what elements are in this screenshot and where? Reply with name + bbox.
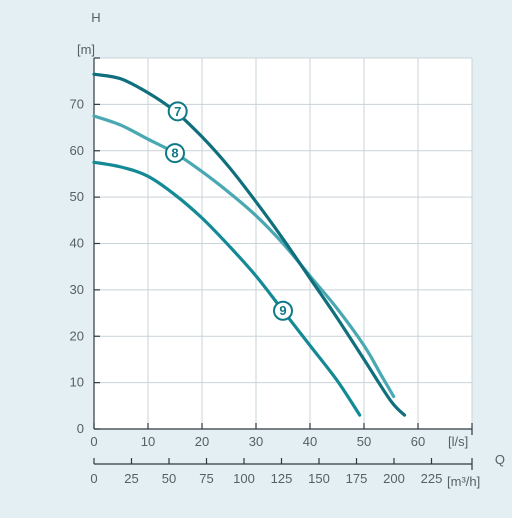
x-tick-label-ls: 30	[249, 434, 263, 449]
x-tick-label-m3h: 100	[233, 471, 255, 486]
y-tick-label: 70	[70, 96, 84, 111]
x-tick-label-ls: 40	[303, 434, 317, 449]
y-tick-label: 60	[70, 143, 84, 158]
y-tick-label: 50	[70, 189, 84, 204]
curve-label-circle	[165, 143, 185, 164]
y-tick-label: 20	[70, 328, 84, 343]
curve-label-text: 7	[174, 104, 181, 119]
x-tick-label-m3h: 0	[90, 471, 97, 486]
x-tick-label-ls: 10	[141, 434, 155, 449]
x-tick-label-ls: 20	[195, 434, 209, 449]
series-line-8	[92, 114, 396, 399]
x-axis-unit-ls: [l/s]	[448, 434, 468, 449]
y-tick-label: 10	[70, 375, 84, 390]
x-tick-label-m3h: 75	[199, 471, 213, 486]
x-tick-label-m3h: 225	[421, 471, 443, 486]
y-tick-label: 0	[77, 421, 84, 436]
axes	[93, 57, 473, 470]
x-axis-title: Q	[495, 452, 505, 467]
y-axis-unit: [m]	[77, 42, 95, 57]
curve-markers: 7 8 9	[165, 101, 293, 321]
curve-label-circle	[167, 101, 188, 122]
curve-label-9: 9	[273, 300, 293, 321]
y-tick-label: 40	[70, 236, 84, 251]
x-tick-label-m3h: 175	[346, 471, 368, 486]
y-tick-label: 30	[70, 282, 84, 297]
series-line-9	[92, 160, 362, 417]
x-axis-unit-m3h: [m³/h]	[447, 474, 480, 489]
tick-labels: 0 10 20 30 40 50 60 70 0 10 20 30 40 50 60 0 25 50 75 100 12…	[70, 96, 443, 486]
x-tick-label-m3h: 25	[124, 471, 138, 486]
x-tick-label-m3h: 50	[162, 471, 176, 486]
curve-label-8: 8	[165, 143, 185, 164]
x-tick-label-ls: 50	[357, 434, 371, 449]
x-tick-label-ls: 60	[411, 434, 425, 449]
x-tick-label-ls: 0	[90, 434, 97, 449]
curve-label-text: 8	[171, 146, 178, 161]
curve-label-circle	[273, 300, 293, 321]
x-tick-label-m3h: 125	[271, 471, 293, 486]
x-tick-label-m3h: 150	[308, 471, 330, 486]
series-line-7	[92, 72, 407, 417]
curve-label-text: 9	[279, 303, 286, 318]
y-axis-title: H	[91, 10, 100, 25]
curve-label-7: 7	[167, 101, 188, 122]
x-tick-label-m3h: 200	[383, 471, 405, 486]
curves	[92, 72, 407, 417]
